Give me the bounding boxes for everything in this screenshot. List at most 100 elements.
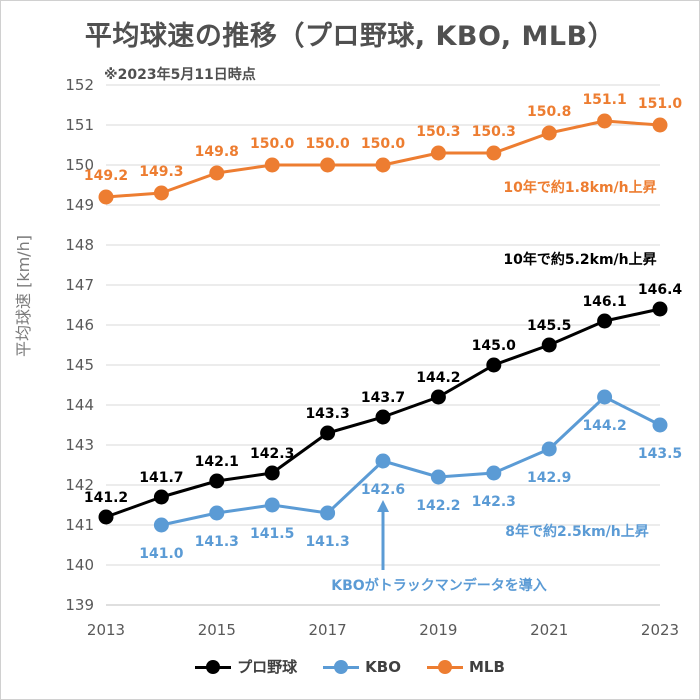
data-label-npb: 143.3: [305, 406, 349, 422]
data-point-npb: [264, 465, 280, 481]
data-label-mlb: 149.3: [139, 164, 183, 180]
data-label-kbo: 143.5: [638, 446, 682, 462]
data-point-kbo: [541, 441, 557, 457]
legend-item-mlb: MLB: [426, 656, 505, 677]
y-tick-label: 151: [65, 116, 94, 134]
data-label-kbo: 142.2: [416, 498, 460, 514]
data-point-mlb: [597, 113, 613, 129]
data-point-mlb: [486, 145, 502, 161]
y-tick-label: 144: [65, 396, 94, 414]
data-label-mlb: 150.3: [472, 124, 516, 140]
data-label-mlb: 150.0: [361, 136, 406, 152]
legend-label-npb: プロ野球: [237, 658, 298, 676]
data-label-kbo: 141.3: [305, 534, 349, 550]
data-label-npb: 142.3: [250, 446, 294, 462]
data-point-kbo: [153, 517, 169, 533]
y-tick-label: 146: [65, 316, 94, 334]
chart-title: 平均球速の推移（プロ野球, KBO, MLB）: [84, 21, 616, 52]
y-tick-label: 145: [65, 356, 94, 374]
data-label-mlb: 150.8: [527, 104, 571, 120]
data-point-mlb: [652, 117, 668, 133]
data-point-npb: [430, 389, 446, 405]
series-line-kbo: [161, 395, 661, 527]
x-tick-label: 2019: [419, 621, 457, 639]
data-label-kbo: 142.6: [361, 482, 405, 498]
y-tick-label: 139: [65, 596, 94, 614]
data-point-npb: [486, 357, 502, 373]
data-label-npb: 141.7: [139, 470, 183, 486]
y-tick-label: 147: [65, 276, 94, 294]
data-label-kbo: 141.5: [250, 526, 294, 542]
y-tick-label: 142: [65, 476, 94, 494]
data-point-npb: [597, 313, 613, 329]
annotation-npb-trend: 10年で約5.2km/h上昇: [503, 251, 656, 268]
data-label-mlb: 149.2: [84, 168, 128, 184]
date-note: ※2023年5月11日時点: [104, 67, 256, 83]
data-label-kbo: 142.3: [472, 494, 516, 510]
annotation-kbo-event: KBOがトラックマンデータを導入: [331, 577, 546, 594]
data-label-npb: 145.5: [527, 318, 571, 334]
data-label-npb: 142.1: [195, 454, 239, 470]
legend-swatch-npb: [195, 659, 232, 674]
data-label-kbo: 141.3: [195, 534, 239, 550]
data-point-npb: [652, 301, 668, 317]
data-point-npb: [209, 473, 225, 489]
data-label-mlb: 149.8: [195, 144, 239, 160]
annotation-arrow-head: [377, 500, 389, 512]
data-point-mlb: [209, 165, 225, 181]
data-label-npb: 141.2: [84, 490, 128, 506]
x-tick-label: 2015: [198, 621, 236, 639]
data-label-kbo: 144.2: [582, 418, 626, 434]
data-label-mlb: 150.3: [416, 124, 460, 140]
data-label-npb: 143.7: [361, 390, 405, 406]
x-tick-label: 2023: [641, 621, 679, 639]
data-point-mlb: [320, 157, 336, 173]
data-point-mlb: [264, 157, 280, 173]
legend-swatch-mlb: [426, 659, 463, 674]
y-tick-label: 140: [65, 556, 94, 574]
data-label-npb: 146.1: [582, 294, 626, 310]
data-point-mlb: [430, 145, 446, 161]
y-tick-label: 143: [65, 436, 94, 454]
x-tick-label: 2021: [530, 621, 568, 639]
data-label-kbo: 142.9: [527, 470, 571, 486]
x-tick-label: 2013: [87, 621, 125, 639]
data-point-kbo: [209, 505, 225, 521]
data-label-npb: 144.2: [416, 370, 460, 386]
legend-item-npb: プロ野球: [195, 656, 297, 677]
data-point-mlb: [153, 185, 169, 201]
legend: プロ野球 KBO MLB: [0, 656, 700, 677]
data-point-mlb: [375, 157, 391, 173]
y-tick-label: 152: [65, 76, 94, 94]
data-point-npb: [98, 509, 114, 525]
data-point-npb: [375, 409, 391, 425]
annotation-kbo-trend: 8年で約2.5km/h上昇: [505, 523, 649, 540]
data-point-kbo: [320, 505, 336, 521]
data-point-npb: [541, 337, 557, 353]
data-point-kbo: [375, 453, 391, 469]
data-label-mlb: 150.0: [250, 136, 295, 152]
data-label-mlb: 150.0: [305, 136, 350, 152]
data-label-kbo: 141.0: [139, 546, 184, 562]
y-tick-label: 150: [65, 156, 94, 174]
y-tick-label: 149: [65, 196, 94, 214]
data-point-mlb: [98, 189, 114, 205]
data-point-npb: [153, 489, 169, 505]
y-tick-label: 141: [65, 516, 94, 534]
data-label-npb: 145.0: [472, 338, 517, 354]
data-label-mlb: 151.0: [638, 96, 683, 112]
data-point-kbo: [486, 465, 502, 481]
data-point-kbo: [652, 417, 668, 433]
x-tick-label: 2017: [309, 621, 347, 639]
data-point-kbo: [597, 389, 613, 405]
data-point-kbo: [264, 497, 280, 513]
legend-item-kbo: KBO: [323, 656, 401, 677]
y-tick-label: 148: [65, 236, 94, 254]
legend-label-kbo: KBO: [365, 657, 401, 676]
data-label-npb: 146.4: [638, 282, 683, 298]
data-point-mlb: [541, 125, 557, 141]
data-point-kbo: [430, 469, 446, 485]
legend-label-mlb: MLB: [468, 657, 505, 676]
